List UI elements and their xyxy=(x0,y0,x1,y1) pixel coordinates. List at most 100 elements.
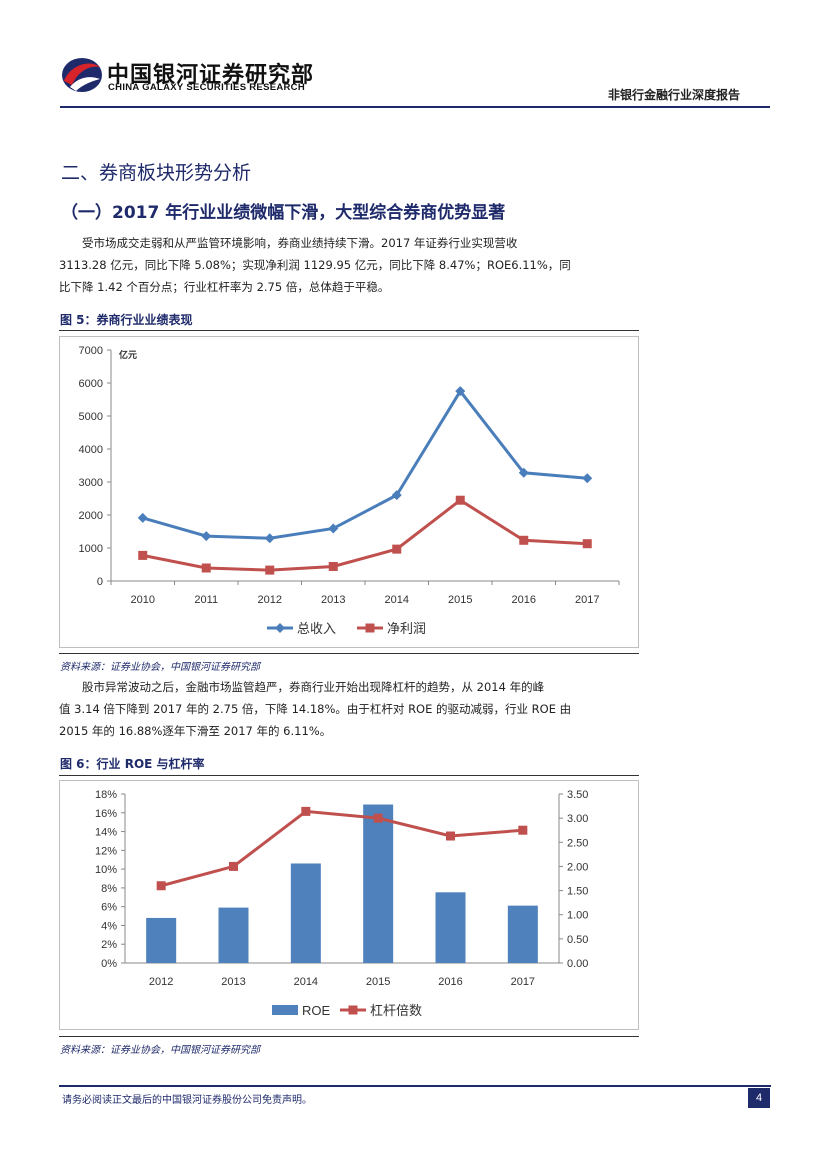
section-title: 二、券商板块形势分析 xyxy=(61,162,252,184)
data-point xyxy=(582,473,593,484)
data-point xyxy=(446,831,455,841)
legend-marker xyxy=(365,623,375,633)
leverage-line xyxy=(160,809,523,888)
roe-bar xyxy=(290,863,321,963)
data-point xyxy=(582,539,592,549)
roe-bar xyxy=(146,917,177,963)
y-tick-label: 3000 xyxy=(79,477,103,489)
roe-bar xyxy=(507,905,538,963)
y-tick-label: 6% xyxy=(101,902,117,914)
data-point xyxy=(229,861,238,871)
y2-tick-label: 2.00 xyxy=(567,861,588,873)
company-name-en: CHINA GALAXY SECURITIES RESEARCH xyxy=(108,82,305,93)
company-logo xyxy=(62,58,102,92)
data-point xyxy=(373,813,383,823)
y-tick-label: 6000 xyxy=(79,378,103,390)
report-type: 非银行金融行业深度报告 xyxy=(608,88,741,102)
x-tick-label: 2014 xyxy=(385,594,409,606)
figure-6-bottom-rule xyxy=(59,1036,639,1037)
figure-6-top-rule xyxy=(59,775,639,776)
y-tick-label: 12% xyxy=(95,845,117,857)
paragraph-line: 股市异常波动之后，金融市场监管趋严，券商行业开始出现降杠杆的趋势，从 2014 … xyxy=(82,680,545,694)
data-point xyxy=(265,565,275,575)
y2-tick-label: 1.50 xyxy=(567,886,588,898)
roe-bar xyxy=(435,892,466,963)
paragraph-line: 受市场成交走弱和从严监管环境影响，券商业绩持续下滑。2017 年证券行业实现营收 xyxy=(82,236,518,250)
y-tick-label: 1000 xyxy=(79,543,103,555)
y2-tick-label: 0.00 xyxy=(567,958,588,970)
company-name-cn: 中国银河证券研究部 xyxy=(107,63,315,88)
y2-tick-label: 0.50 xyxy=(567,934,588,946)
chart-border xyxy=(59,336,639,648)
paragraph-2: 股市异常波动之后，金融市场监管趋严，券商行业开始出现降杠杆的趋势，从 2014 … xyxy=(59,676,634,742)
data-point xyxy=(137,512,148,523)
y-tick-label: 4000 xyxy=(79,444,103,456)
paragraph-line: 3113.28 亿元，同比下降 5.08%；实现净利润 1129.95 亿元，同… xyxy=(59,258,571,272)
legend-label: 杠杆倍数 xyxy=(370,1003,422,1018)
series-line-1 xyxy=(142,388,588,540)
footer-disclaimer: 请务必阅读正文最后的中国银河证券股份公司免责声明。 xyxy=(62,1095,312,1106)
figure-6-title: 图 6：行业 ROE 与杠杆率 xyxy=(60,757,205,771)
chart-border xyxy=(59,780,639,1030)
y2-tick-label: 3.50 xyxy=(567,789,588,801)
legend-label: ROE xyxy=(302,1003,331,1018)
paragraph-1: 受市场成交走弱和从严监管环境影响，券商业绩持续下滑。2017 年证券行业实现营收… xyxy=(59,232,634,298)
data-point xyxy=(518,825,528,835)
paragraph-line: 值 3.14 倍下降到 2017 年的 2.75 倍，下降 14.18%。由于杠… xyxy=(59,702,572,716)
y-tick-label: 16% xyxy=(95,808,117,820)
data-point xyxy=(138,550,148,560)
legend-marker xyxy=(348,1005,358,1015)
data-point xyxy=(301,806,311,816)
unit-label: 亿元 xyxy=(119,349,137,360)
x-tick-label: 2012 xyxy=(149,976,173,988)
x-tick-label: 2013 xyxy=(221,976,245,988)
data-point xyxy=(328,523,339,534)
x-tick-label: 2010 xyxy=(131,594,155,606)
figure-5-title: 图 5：券商行业业绩表现 xyxy=(60,313,193,327)
data-point xyxy=(201,563,211,573)
roe-bar xyxy=(218,907,249,963)
subsection-title: （一）2017 年行业业绩微幅下滑，大型综合券商优势显著 xyxy=(61,203,506,223)
y-tick-label: 0% xyxy=(101,958,117,970)
data-point xyxy=(392,544,402,554)
data-point xyxy=(455,386,466,397)
paragraph-line: 比下降 1.42 个百分点；行业杠杆率为 2.75 倍，总体趋于平稳。 xyxy=(59,280,390,294)
data-point xyxy=(156,881,166,891)
y-tick-label: 0 xyxy=(97,576,103,588)
y-tick-label: 10% xyxy=(95,864,117,876)
y-tick-label: 4% xyxy=(101,920,117,932)
y-tick-label: 5000 xyxy=(79,411,103,423)
data-point xyxy=(201,531,212,542)
figure-5-top-rule xyxy=(59,330,639,331)
x-tick-label: 2016 xyxy=(512,594,536,606)
data-point xyxy=(518,467,529,478)
x-tick-label: 2016 xyxy=(438,976,462,988)
y2-tick-label: 2.50 xyxy=(567,837,588,849)
industry-performance-chart: 0 1000 2000 3000 4000 5000 6000 7000 2010 2011 201… xyxy=(59,336,639,648)
x-tick-label: 2017 xyxy=(511,976,535,988)
y2-tick-label: 1.00 xyxy=(567,910,588,922)
data-point xyxy=(391,490,402,501)
legend-swatch xyxy=(272,1005,298,1015)
figure-6-source: 资料来源：证券业协会，中国银河证券研究部 xyxy=(60,1045,260,1056)
y-tick-label: 18% xyxy=(95,789,117,801)
figure-5-source: 资料来源：证券业协会，中国银河证券研究部 xyxy=(60,662,260,673)
figure-5-bottom-rule xyxy=(59,653,639,654)
x-tick-label: 2014 xyxy=(294,976,318,988)
x-tick-label: 2013 xyxy=(321,594,345,606)
data-point xyxy=(519,535,529,545)
x-tick-label: 2017 xyxy=(575,594,599,606)
y2-tick-label: 3.00 xyxy=(567,813,588,825)
x-tick-label: 2012 xyxy=(258,594,282,606)
x-tick-label: 2011 xyxy=(194,594,218,606)
y-tick-label: 2% xyxy=(101,939,117,951)
legend-label: 净利润 xyxy=(387,621,426,636)
y-tick-label: 7000 xyxy=(79,345,103,357)
data-point xyxy=(455,495,465,505)
legend-marker xyxy=(275,623,285,633)
x-tick-label: 2015 xyxy=(366,976,390,988)
y-tick-label: 2000 xyxy=(79,510,103,522)
roe-bar xyxy=(363,804,394,963)
data-point xyxy=(328,561,338,571)
roe-leverage-chart: 0% 2% 4% 6% 8% 10% 12% 14% 16% 18% 0.00 0.50 1.00 1.5… xyxy=(59,780,639,1030)
